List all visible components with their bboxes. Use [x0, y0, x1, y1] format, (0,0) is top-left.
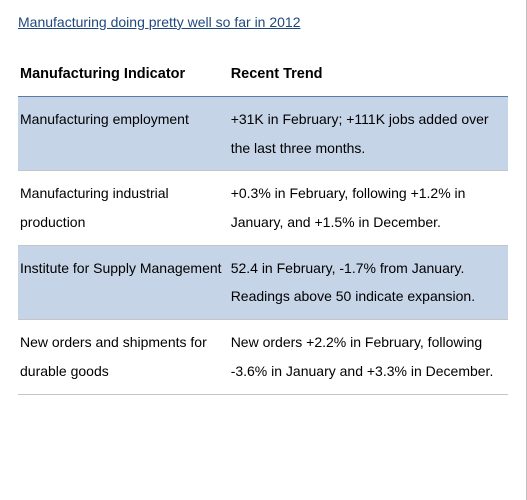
- table-row: New orders and shipments for durable goo…: [18, 320, 508, 394]
- col-header-trend: Recent Trend: [229, 58, 508, 97]
- table-row: Manufacturing industrial production+0.3%…: [18, 171, 508, 245]
- cell-indicator: New orders and shipments for durable goo…: [18, 320, 229, 394]
- cell-trend: 52.4 in February, -1.7% from January. Re…: [229, 245, 508, 319]
- cell-indicator: Manufacturing industrial production: [18, 171, 229, 245]
- cell-trend: +31K in February; +111K jobs added over …: [229, 97, 508, 171]
- page-container: Manufacturing doing pretty well so far i…: [0, 0, 527, 500]
- page-title: Manufacturing doing pretty well so far i…: [18, 14, 508, 30]
- table-row: Manufacturing employment+31K in February…: [18, 97, 508, 171]
- indicator-table: Manufacturing Indicator Recent Trend Man…: [18, 58, 508, 395]
- table-row: Institute for Supply Management52.4 in F…: [18, 245, 508, 319]
- cell-trend: +0.3% in February, following +1.2% in Ja…: [229, 171, 508, 245]
- cell-trend: New orders +2.2% in February, following …: [229, 320, 508, 394]
- cell-indicator: Manufacturing employment: [18, 97, 229, 171]
- table-body: Manufacturing employment+31K in February…: [18, 97, 508, 395]
- cell-indicator: Institute for Supply Management: [18, 245, 229, 319]
- table-header-row: Manufacturing Indicator Recent Trend: [18, 58, 508, 97]
- col-header-indicator: Manufacturing Indicator: [18, 58, 229, 97]
